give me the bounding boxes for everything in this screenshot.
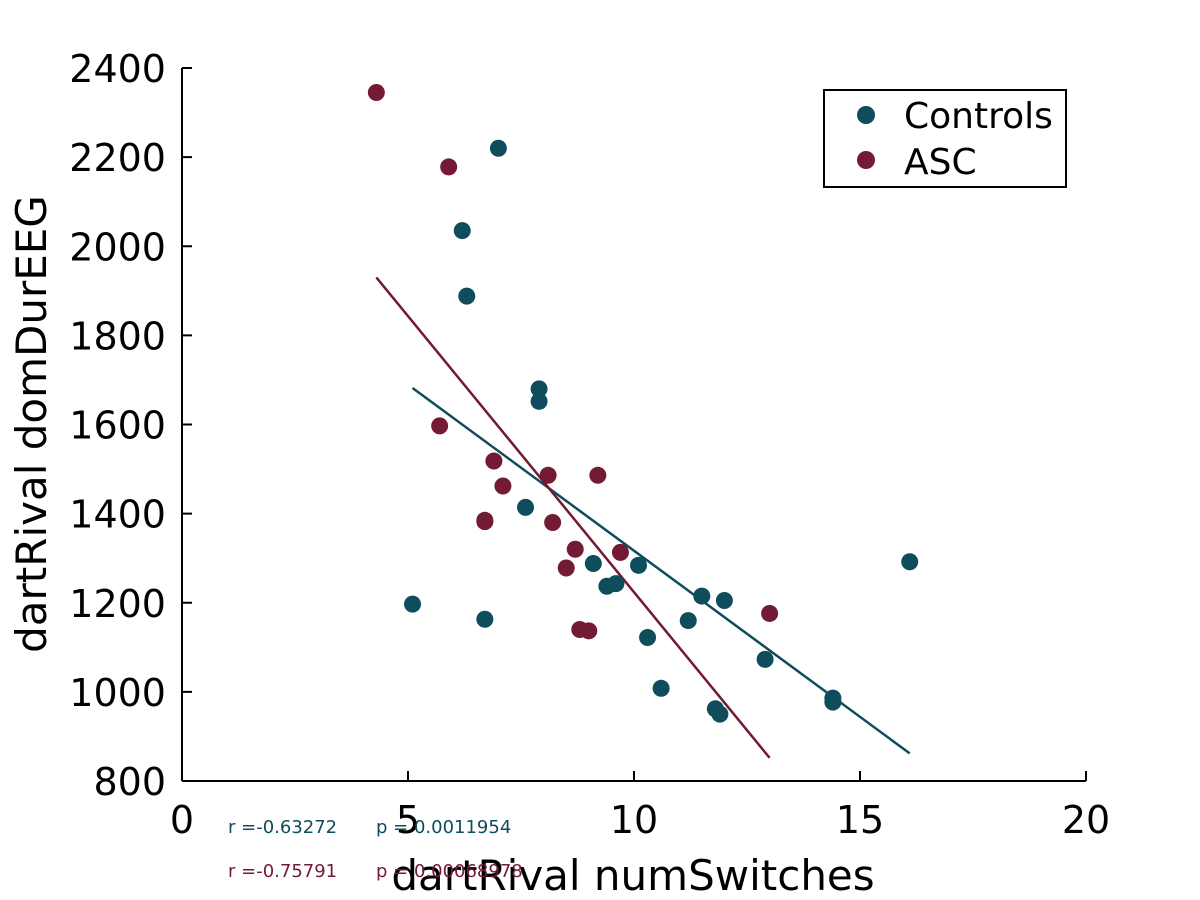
legend: Controls ASC (823, 89, 1067, 188)
data-point-asc (557, 559, 575, 577)
data-point-controls (489, 139, 507, 157)
stat-p-asc: p = 0.00068978 (376, 861, 523, 882)
data-point-controls (630, 556, 648, 574)
stat-r-controls: r =-0.63272 (228, 817, 337, 838)
data-point-controls (693, 587, 711, 605)
data-point-controls (652, 679, 670, 697)
data-point-controls (756, 650, 774, 668)
y-tick-label: 1000 (69, 671, 166, 715)
data-point-controls (639, 629, 657, 647)
y-tick-label: 2400 (69, 47, 166, 91)
stats-asc: r =-0.75791 p = 0.00068978 (228, 861, 523, 882)
data-point-asc (580, 622, 598, 640)
data-point-asc (566, 540, 584, 558)
axes: 0 5 10 15 20 800 1000 1200 1400 1600 1800 2000 2200 2… (69, 47, 1110, 842)
data-point-controls (530, 392, 548, 410)
data-point-controls (476, 610, 494, 628)
data-point-controls (584, 555, 602, 573)
stats-controls: r =-0.63272 p = 0.0011954 (228, 817, 511, 838)
legend-label-asc: ASC (904, 142, 977, 183)
data-point-asc (611, 543, 629, 561)
data-point-asc (431, 417, 449, 435)
data-point-asc (494, 477, 512, 495)
legend-marker-controls (857, 106, 875, 124)
data-points (367, 84, 919, 723)
legend-label-controls: Controls (904, 96, 1053, 137)
data-point-controls (453, 222, 471, 240)
fit-line-asc (375, 276, 771, 759)
y-tick-label: 800 (93, 760, 166, 804)
fit-lines (375, 276, 911, 759)
data-point-asc (440, 158, 458, 176)
data-point-asc (539, 466, 557, 484)
x-tick-label: 20 (1062, 798, 1110, 842)
data-point-asc (485, 452, 503, 470)
y-tick-label: 2000 (69, 225, 166, 269)
x-axis-title: dartRival numSwitches (391, 851, 874, 900)
data-point-controls (458, 287, 476, 305)
data-point-controls (679, 612, 697, 630)
data-point-controls (530, 380, 548, 398)
y-tick-label: 1400 (69, 493, 166, 537)
data-point-controls (404, 595, 422, 613)
y-tick-label: 1600 (69, 404, 166, 448)
y-tick-label: 1200 (69, 582, 166, 626)
data-point-controls (517, 498, 535, 516)
data-point-asc (476, 513, 494, 531)
x-tick-label: 0 (170, 798, 194, 842)
stat-r-asc: r =-0.75791 (228, 861, 337, 882)
x-tick-label: 15 (836, 798, 884, 842)
data-point-controls (711, 705, 729, 723)
stat-p-controls: p = 0.0011954 (376, 817, 511, 838)
x-tick-label: 10 (610, 798, 658, 842)
x-tick-label: 5 (396, 798, 420, 842)
legend-marker-asc (857, 151, 875, 169)
data-point-controls (901, 553, 919, 571)
data-point-controls (715, 592, 733, 610)
data-point-controls (607, 575, 625, 593)
data-point-controls (824, 693, 842, 711)
data-point-asc (761, 604, 779, 622)
y-tick-label: 1800 (69, 314, 166, 358)
y-tick-label: 2200 (69, 136, 166, 180)
data-point-asc (544, 514, 562, 532)
y-axis-title: dartRival domDurEEG (7, 195, 56, 653)
data-point-asc (589, 466, 607, 484)
data-point-asc (367, 84, 385, 102)
